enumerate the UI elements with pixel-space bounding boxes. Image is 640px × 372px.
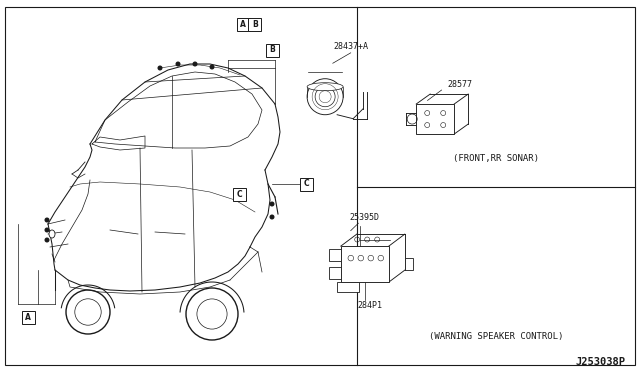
Circle shape <box>270 215 274 219</box>
Text: (FRONT,RR SONAR): (FRONT,RR SONAR) <box>453 154 539 163</box>
Text: A: A <box>25 312 31 321</box>
Text: C: C <box>303 180 309 189</box>
Bar <box>329 267 340 279</box>
Bar <box>237 18 250 31</box>
Circle shape <box>210 65 214 69</box>
Bar <box>340 246 388 282</box>
Text: B: B <box>252 20 257 29</box>
Bar <box>300 177 312 190</box>
Text: (WARNING SPEAKER CONTROL): (WARNING SPEAKER CONTROL) <box>429 332 563 341</box>
Text: 284P1: 284P1 <box>357 301 383 310</box>
Text: 25395D: 25395D <box>350 213 380 222</box>
Bar <box>416 104 454 134</box>
Circle shape <box>45 218 49 222</box>
Circle shape <box>45 238 49 242</box>
Text: J253038P: J253038P <box>576 357 626 366</box>
Text: A: A <box>240 20 246 29</box>
Text: B: B <box>269 45 275 55</box>
Bar <box>405 258 413 270</box>
Circle shape <box>176 62 180 66</box>
Text: C: C <box>237 190 242 199</box>
Circle shape <box>270 202 274 206</box>
Bar <box>337 282 359 292</box>
Circle shape <box>158 66 162 70</box>
Circle shape <box>45 228 49 232</box>
Text: 28577: 28577 <box>447 80 472 89</box>
Ellipse shape <box>49 230 55 238</box>
Bar <box>233 188 246 201</box>
Circle shape <box>193 62 197 66</box>
Bar <box>329 249 340 261</box>
Bar <box>248 18 261 31</box>
Bar <box>22 311 35 324</box>
Ellipse shape <box>307 83 343 91</box>
Text: 28437+A: 28437+A <box>333 42 368 51</box>
Bar <box>266 44 278 57</box>
